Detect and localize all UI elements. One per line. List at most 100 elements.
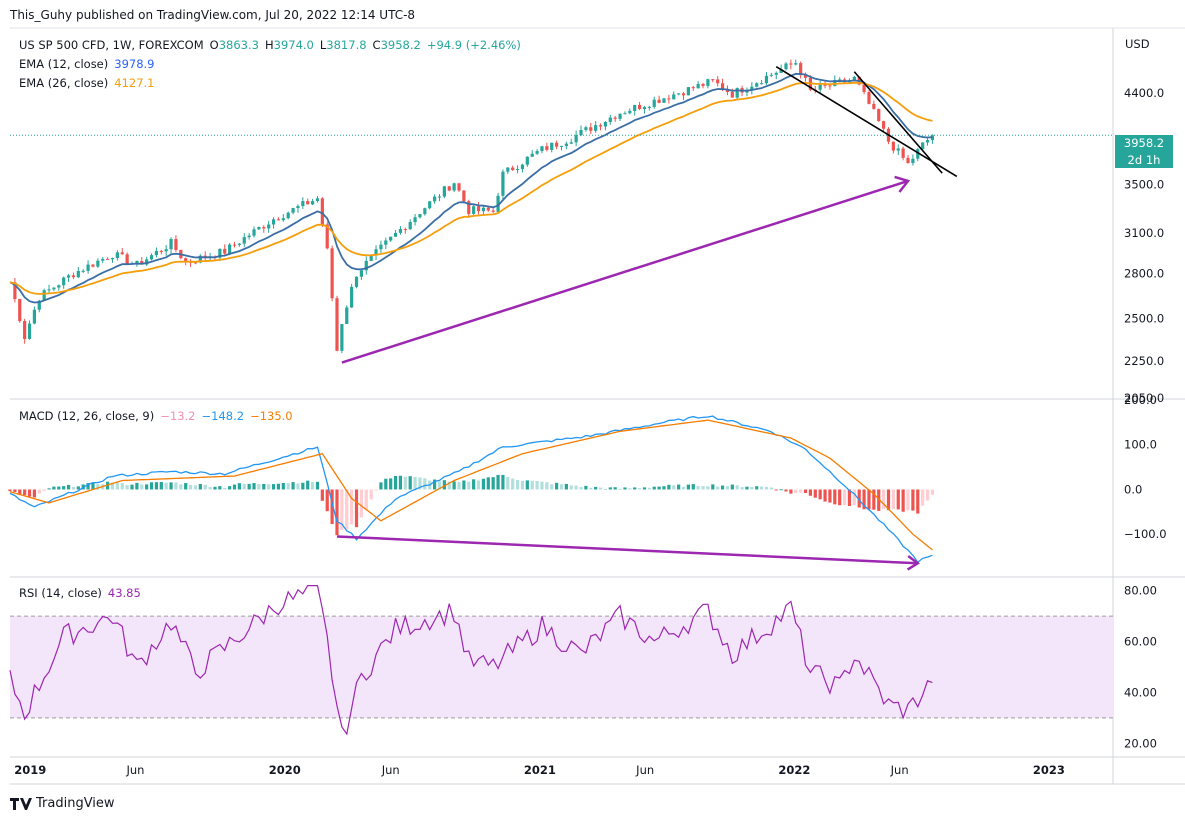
candle-body (223, 248, 227, 254)
publish-header: This_Guhy published on TradingView.com, … (10, 8, 416, 22)
candle-body (550, 142, 554, 150)
candle-body (750, 86, 754, 91)
candle-body (174, 239, 178, 250)
macd-hist-bar (794, 489, 798, 493)
macd-hist-bar (159, 482, 163, 490)
macd-hist-bar (193, 485, 198, 490)
macd-hist-bar (423, 478, 427, 490)
candle-body (633, 104, 637, 111)
tradingview-logo[interactable]: TradingView (10, 796, 115, 811)
macd-legend: MACD (12, 26, close, 9) −13.2 −148.2 −135.0 (19, 409, 299, 423)
macd-hist-bar (882, 489, 886, 509)
macd-hist-bar (403, 476, 407, 490)
macd-hist-bar (71, 487, 76, 490)
candle-body (364, 260, 368, 271)
candle-body (637, 104, 642, 109)
candle-body (218, 248, 222, 258)
macd-hist-bar (574, 485, 578, 490)
close-label: C (372, 38, 381, 52)
price-axis-tick-4: 2500.0 (1124, 312, 1164, 326)
macd-hist-bar (833, 489, 837, 505)
candle-body (135, 261, 139, 264)
macd-hist-bar (184, 483, 188, 490)
macd-hist-bar (350, 489, 354, 525)
candle-body (242, 237, 246, 244)
candle-body (86, 264, 90, 271)
candle-body (354, 276, 359, 287)
ema26-legend: EMA (26, close) 4127.1 (19, 76, 161, 90)
macd-hist-bar (779, 489, 783, 491)
rsi-label: RSI (14, close) (19, 586, 102, 600)
candle-body (496, 195, 500, 212)
macd-hist-bar (32, 489, 37, 498)
macd-hist-bar (418, 477, 422, 490)
price-divergence-arrowhead (894, 175, 911, 193)
candle-body (906, 157, 910, 164)
candle-body (520, 164, 525, 169)
open-value: 3863.3 (218, 38, 259, 52)
candle-body (774, 72, 778, 75)
macd-hist-bar (120, 483, 124, 490)
macd-hist-bar (491, 477, 495, 490)
candle-body (325, 224, 329, 249)
price-axis-unit: USD (1125, 37, 1150, 51)
macd-hist-bar (218, 486, 222, 490)
macd-hist-bar (608, 487, 612, 490)
candle-body (598, 125, 603, 127)
candle-body (896, 148, 900, 151)
time-axis-tick-2: 2020 (269, 763, 301, 777)
candle-body (794, 63, 798, 65)
macd-hist-bar (286, 483, 290, 490)
candle-body (23, 321, 27, 339)
candle-body (677, 93, 681, 95)
candle-body (476, 206, 481, 212)
macd-hist-bar (916, 489, 920, 514)
macd-hist-bar (691, 484, 695, 490)
macd-hist-bar (838, 489, 842, 506)
time-axis-tick-5: Jun (635, 763, 654, 777)
candle-body (457, 183, 461, 191)
candle-body (862, 84, 866, 92)
candle-body (330, 248, 334, 299)
candle-body (452, 183, 456, 191)
macd-hist-bar (745, 486, 749, 490)
macd-hist-bar (384, 478, 388, 490)
candle-body (608, 117, 612, 122)
macd-hist-bar (62, 486, 66, 490)
macd-hist-bar (681, 486, 686, 490)
macd-hist-bar (86, 483, 90, 490)
candle-body (62, 277, 66, 286)
ema26-line (9, 81, 933, 295)
time-axis-tick-0: 2019 (14, 763, 46, 777)
macd-hist-bar (652, 486, 656, 490)
macd-hist-bar (716, 486, 720, 490)
macd-hist-bar (413, 476, 417, 490)
candle-body (262, 227, 266, 229)
macd-hist-bar (447, 481, 451, 490)
candle-body (555, 142, 559, 147)
macd-hist-bar (364, 489, 368, 510)
candle-body (603, 121, 608, 127)
macd-label: MACD (12, 26, close, 9) (19, 409, 155, 423)
macd-hist-value: −13.2 (160, 409, 196, 423)
candle-body (267, 224, 271, 229)
macd-axis-tick-3: −100.0 (1124, 527, 1167, 541)
macd-hist-bar (330, 489, 334, 524)
ema12-line (9, 72, 933, 304)
macd-hist-bar (755, 486, 759, 490)
candle-body (652, 99, 656, 107)
macd-hist-bar (760, 486, 764, 490)
macd-hist-bar (637, 488, 642, 490)
macd-hist-bar (784, 489, 788, 492)
rsi-legend: RSI (14, close) 43.85 (19, 586, 147, 600)
candle-body (823, 84, 827, 86)
macd-hist-bar (686, 484, 690, 490)
macd-hist-bar (47, 488, 51, 490)
macd-hist-bar (472, 479, 476, 490)
candle-body (13, 282, 17, 299)
candle-body (389, 236, 393, 241)
price-axis-tick-2: 3100.0 (1124, 226, 1164, 240)
candle-body (340, 324, 344, 351)
price-axis-tick-0: 4400.0 (1124, 86, 1164, 100)
